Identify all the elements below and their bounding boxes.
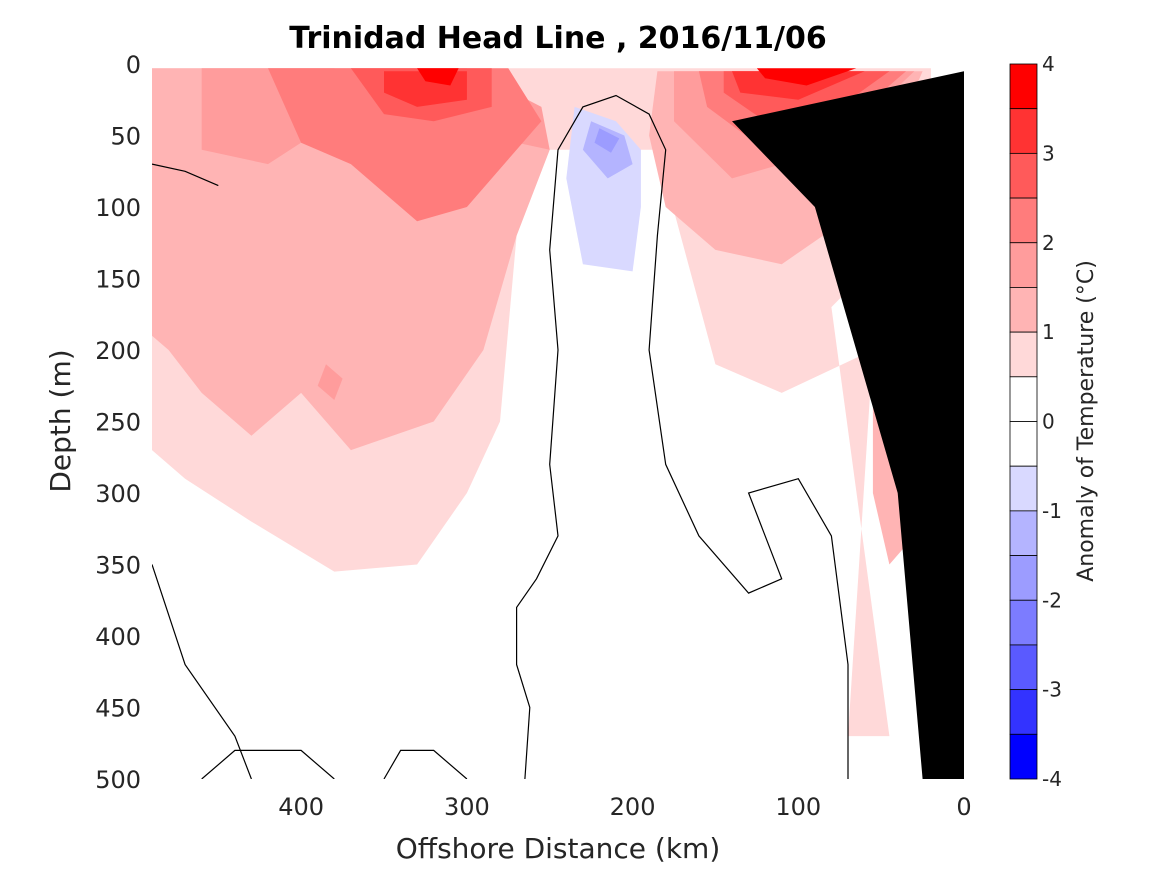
y-axis-ticks: 0 50 100 150 200 250 300 350 400 450 500 xyxy=(95,51,141,794)
zero-contour-2 xyxy=(152,163,219,187)
y-tick-label: 0 xyxy=(126,51,141,79)
y-tick-label: 200 xyxy=(95,337,141,365)
zero-contour-1 xyxy=(152,564,252,779)
colorbar-tick-label: 2 xyxy=(1042,231,1055,255)
y-tick-label: 450 xyxy=(95,695,141,723)
y-axis-label: Depth (m) xyxy=(44,349,77,492)
colorbar-segment xyxy=(1009,733,1038,780)
colorbar-segment xyxy=(1009,421,1038,467)
y-tick-label: 500 xyxy=(95,766,141,794)
colorbar-segment xyxy=(1009,599,1038,646)
colorbar-tick-label: 4 xyxy=(1042,52,1055,76)
colorbar-ticks: 4 3 2 1 0 -1 -2 -3 -4 xyxy=(1042,52,1062,791)
x-tick-label: 0 xyxy=(956,793,971,821)
colorbar-segment xyxy=(1009,555,1038,601)
y-tick-label: 50 xyxy=(110,123,141,151)
colorbar-segment xyxy=(1009,197,1038,244)
zero-contour-3 xyxy=(201,749,335,779)
chart-title: Trinidad Head Line , 2016/11/06 xyxy=(289,21,826,56)
colorbar-tick-label: -2 xyxy=(1042,588,1062,612)
anomaly-region-13 xyxy=(417,68,459,86)
x-tick-label: 100 xyxy=(775,793,821,821)
colorbar-segment xyxy=(1009,376,1038,422)
colorbar-segment xyxy=(1009,689,1038,735)
y-tick-label: 400 xyxy=(95,623,141,651)
y-tick-label: 300 xyxy=(95,480,141,508)
colorbar-segment xyxy=(1009,287,1038,333)
x-tick-label: 300 xyxy=(444,793,490,821)
colorbar-tick-label: 0 xyxy=(1042,410,1055,434)
colorbar-segment xyxy=(1009,108,1038,154)
colorbar-segment xyxy=(1009,644,1038,691)
colorbar-segment xyxy=(1009,331,1038,378)
colorbar-tick-label: -4 xyxy=(1042,767,1062,791)
colorbar-segment xyxy=(1009,152,1038,199)
colorbar-tick-label: 3 xyxy=(1042,141,1055,165)
colorbar-label: Anomaly of Temperature (°C) xyxy=(1074,260,1099,582)
colorbar-tick-label: -3 xyxy=(1042,678,1062,702)
x-axis-label: Offshore Distance (km) xyxy=(396,832,721,865)
x-tick-label: 400 xyxy=(278,793,324,821)
y-tick-label: 100 xyxy=(95,194,141,222)
anomaly-region-17 xyxy=(594,128,620,153)
colorbar-tick-label: -1 xyxy=(1042,499,1062,523)
colorbar-segment xyxy=(1009,63,1038,110)
y-tick-label: 350 xyxy=(95,552,141,580)
colorbar-tick-label: 1 xyxy=(1042,320,1055,344)
seafloor-bathymetry xyxy=(732,71,964,779)
colorbar-segment xyxy=(1009,510,1038,556)
zero-contours xyxy=(152,94,849,779)
colorbar-segment xyxy=(1009,242,1038,288)
anomaly-region-6 xyxy=(317,364,343,400)
bathymetry-shape xyxy=(732,71,964,779)
zero-contour-0 xyxy=(515,94,849,779)
colorbar-segment xyxy=(1009,465,1038,512)
y-tick-label: 250 xyxy=(95,409,141,437)
x-axis-ticks: 400 300 200 100 0 xyxy=(278,793,971,821)
y-tick-label: 150 xyxy=(95,266,141,294)
x-tick-label: 200 xyxy=(610,793,656,821)
anomaly-region-14 xyxy=(756,68,857,86)
anomaly-region-12 xyxy=(732,71,865,100)
zero-contour-4 xyxy=(383,749,468,779)
colorbar xyxy=(1009,63,1038,780)
